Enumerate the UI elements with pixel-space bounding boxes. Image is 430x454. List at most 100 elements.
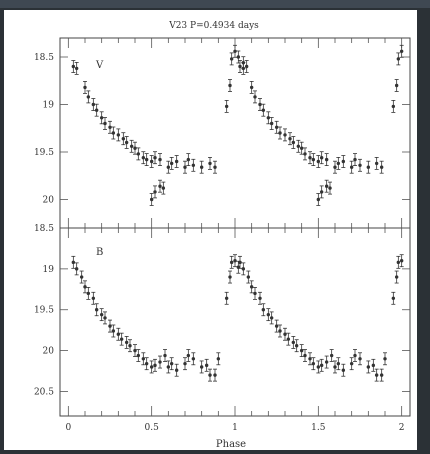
v-data-point xyxy=(266,111,271,125)
b-data-point xyxy=(213,368,217,382)
v-data-point xyxy=(303,147,307,161)
v-data-point xyxy=(328,181,332,195)
v-data-point xyxy=(244,60,249,73)
b-data-point xyxy=(169,357,174,371)
b-data-point xyxy=(111,324,116,338)
v-data-point xyxy=(94,103,99,117)
b-panel-label: B xyxy=(96,247,103,258)
b-data-point xyxy=(329,349,334,362)
b-y-tick-label: 20 xyxy=(43,347,55,357)
v-data-point xyxy=(258,98,262,111)
b-data-point xyxy=(163,349,167,362)
b-data-point xyxy=(238,255,242,269)
b-y-tick-label: 19 xyxy=(43,265,55,275)
v-data-point xyxy=(241,62,246,75)
v-panel-label: V xyxy=(95,60,104,71)
v-data-point xyxy=(213,160,217,174)
b-data-point xyxy=(374,368,379,382)
v-data-point xyxy=(199,160,204,174)
b-data-point xyxy=(366,360,371,374)
chart-title: V23 P=0.4934 days xyxy=(168,21,259,31)
v-data-point xyxy=(116,128,121,142)
v-data-point xyxy=(319,185,324,199)
v-data-point xyxy=(169,156,174,170)
v-data-point xyxy=(316,155,321,168)
v-data-point xyxy=(261,103,266,117)
b-data-point xyxy=(294,339,299,353)
v-data-point xyxy=(333,160,337,174)
b-data-point xyxy=(74,262,79,276)
b-data-point xyxy=(228,270,232,284)
v-data-point xyxy=(336,156,341,170)
b-data-point xyxy=(119,332,124,346)
b-y-tick-label: 18.5 xyxy=(34,224,54,234)
v-data-point xyxy=(283,128,287,142)
b-data-point xyxy=(269,311,274,325)
b-data-point xyxy=(229,255,234,269)
b-data-point xyxy=(299,344,304,358)
b-data-point xyxy=(136,349,141,362)
b-data-point xyxy=(349,357,354,371)
v-data-point xyxy=(253,90,257,104)
b-data-point xyxy=(183,357,187,371)
b-data-point xyxy=(186,349,191,362)
v-data-point xyxy=(153,185,157,199)
b-data-point xyxy=(249,280,254,294)
v-data-point xyxy=(278,126,282,140)
b-data-point xyxy=(266,308,271,322)
b-data-point xyxy=(261,303,266,317)
b-data-point xyxy=(391,291,396,305)
b-data-point xyxy=(399,254,404,268)
v-data-point xyxy=(121,132,126,146)
b-data-point xyxy=(83,280,87,294)
b-data-point xyxy=(358,352,362,366)
b-series xyxy=(71,254,404,382)
v-data-point xyxy=(228,79,232,92)
b-data-point xyxy=(303,349,307,362)
v-data-point xyxy=(233,44,237,58)
v-data-point xyxy=(311,153,316,167)
v-data-point xyxy=(158,179,162,193)
v-data-point xyxy=(136,147,141,161)
v-data-point xyxy=(316,193,321,206)
b-data-point xyxy=(311,357,316,371)
v-data-point xyxy=(183,160,187,174)
b-data-point xyxy=(241,262,246,276)
v-data-point xyxy=(308,151,312,165)
b-data-point xyxy=(379,368,384,382)
v-data-point xyxy=(191,158,196,172)
b-data-point xyxy=(108,319,112,333)
b-data-point xyxy=(128,339,132,353)
b-data-point xyxy=(71,255,76,269)
b-data-point xyxy=(124,336,129,349)
v-data-point xyxy=(394,79,399,92)
v-data-point xyxy=(133,141,137,155)
b-data-point xyxy=(99,308,104,322)
v-data-point xyxy=(153,151,157,165)
v-data-point xyxy=(161,181,166,195)
b-data-point xyxy=(103,311,107,325)
b-data-point xyxy=(216,352,221,366)
v-axes: 18.5 19 19.5 20 xyxy=(34,38,410,228)
b-data-point xyxy=(174,363,179,377)
v-data-point xyxy=(74,62,79,75)
b-data-point xyxy=(149,360,154,374)
v-data-point xyxy=(288,132,292,146)
b-data-point xyxy=(253,286,257,300)
b-data-point xyxy=(274,319,279,333)
v-data-point xyxy=(391,100,396,113)
b-data-point xyxy=(258,291,262,305)
v-data-point xyxy=(71,60,76,73)
v-data-point xyxy=(319,151,324,165)
b-data-point xyxy=(158,355,162,369)
b-data-point xyxy=(383,352,387,366)
v-data-point xyxy=(299,141,304,155)
v-data-point xyxy=(249,81,254,94)
v-data-point xyxy=(91,98,96,111)
b-x-tick-label: 2 xyxy=(399,423,405,433)
b-data-point xyxy=(308,352,312,366)
v-data-point xyxy=(349,160,354,174)
v-data-point xyxy=(229,52,234,66)
v-data-point xyxy=(238,60,242,73)
